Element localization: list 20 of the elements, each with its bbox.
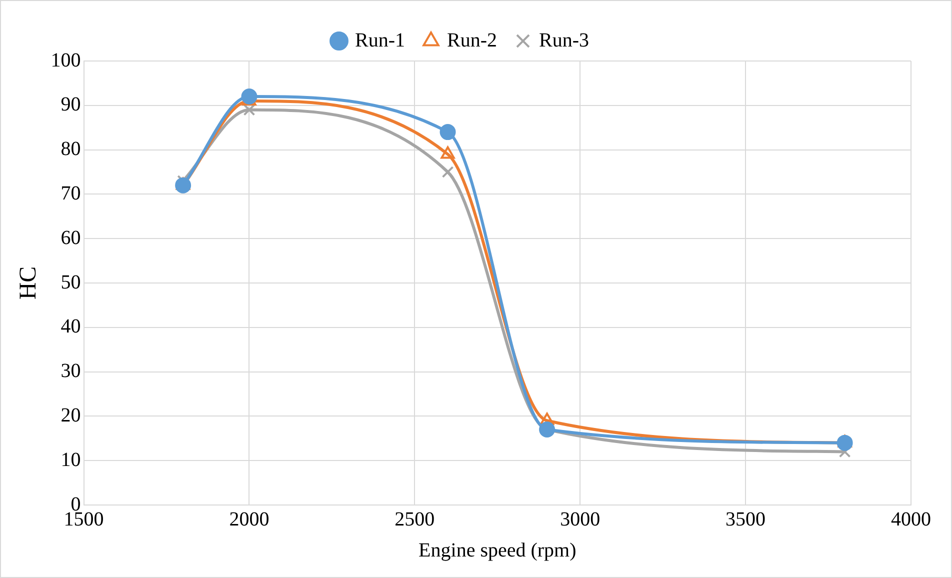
- y-tick-label: 20: [60, 404, 81, 426]
- x-axis-title: Engine speed (rpm): [418, 539, 576, 562]
- legend-label: Run-1: [355, 29, 405, 52]
- y-tick-label: 50: [60, 271, 81, 294]
- x-tick-label: 2000: [229, 508, 270, 530]
- y-tick-label: 70: [60, 182, 81, 204]
- legend-label: Run-2: [447, 29, 497, 52]
- y-tick-label: 10: [60, 448, 81, 471]
- y-tick-label: 100: [50, 49, 81, 72]
- x-tick-label: 3500: [726, 508, 766, 530]
- y-tick-label: 30: [60, 360, 81, 382]
- y-tick-label: 80: [60, 138, 81, 160]
- legend-label: Run-3: [539, 29, 589, 52]
- y-tick-label: 60: [60, 226, 81, 249]
- y-axis-title: HC: [16, 266, 42, 300]
- x-tick-label: 4000: [891, 508, 931, 530]
- y-tick-label: 90: [60, 94, 81, 116]
- x-tick-label: 3000: [560, 508, 600, 530]
- x-tick-label: 2500: [394, 508, 435, 530]
- y-tick-label: 40: [60, 316, 81, 338]
